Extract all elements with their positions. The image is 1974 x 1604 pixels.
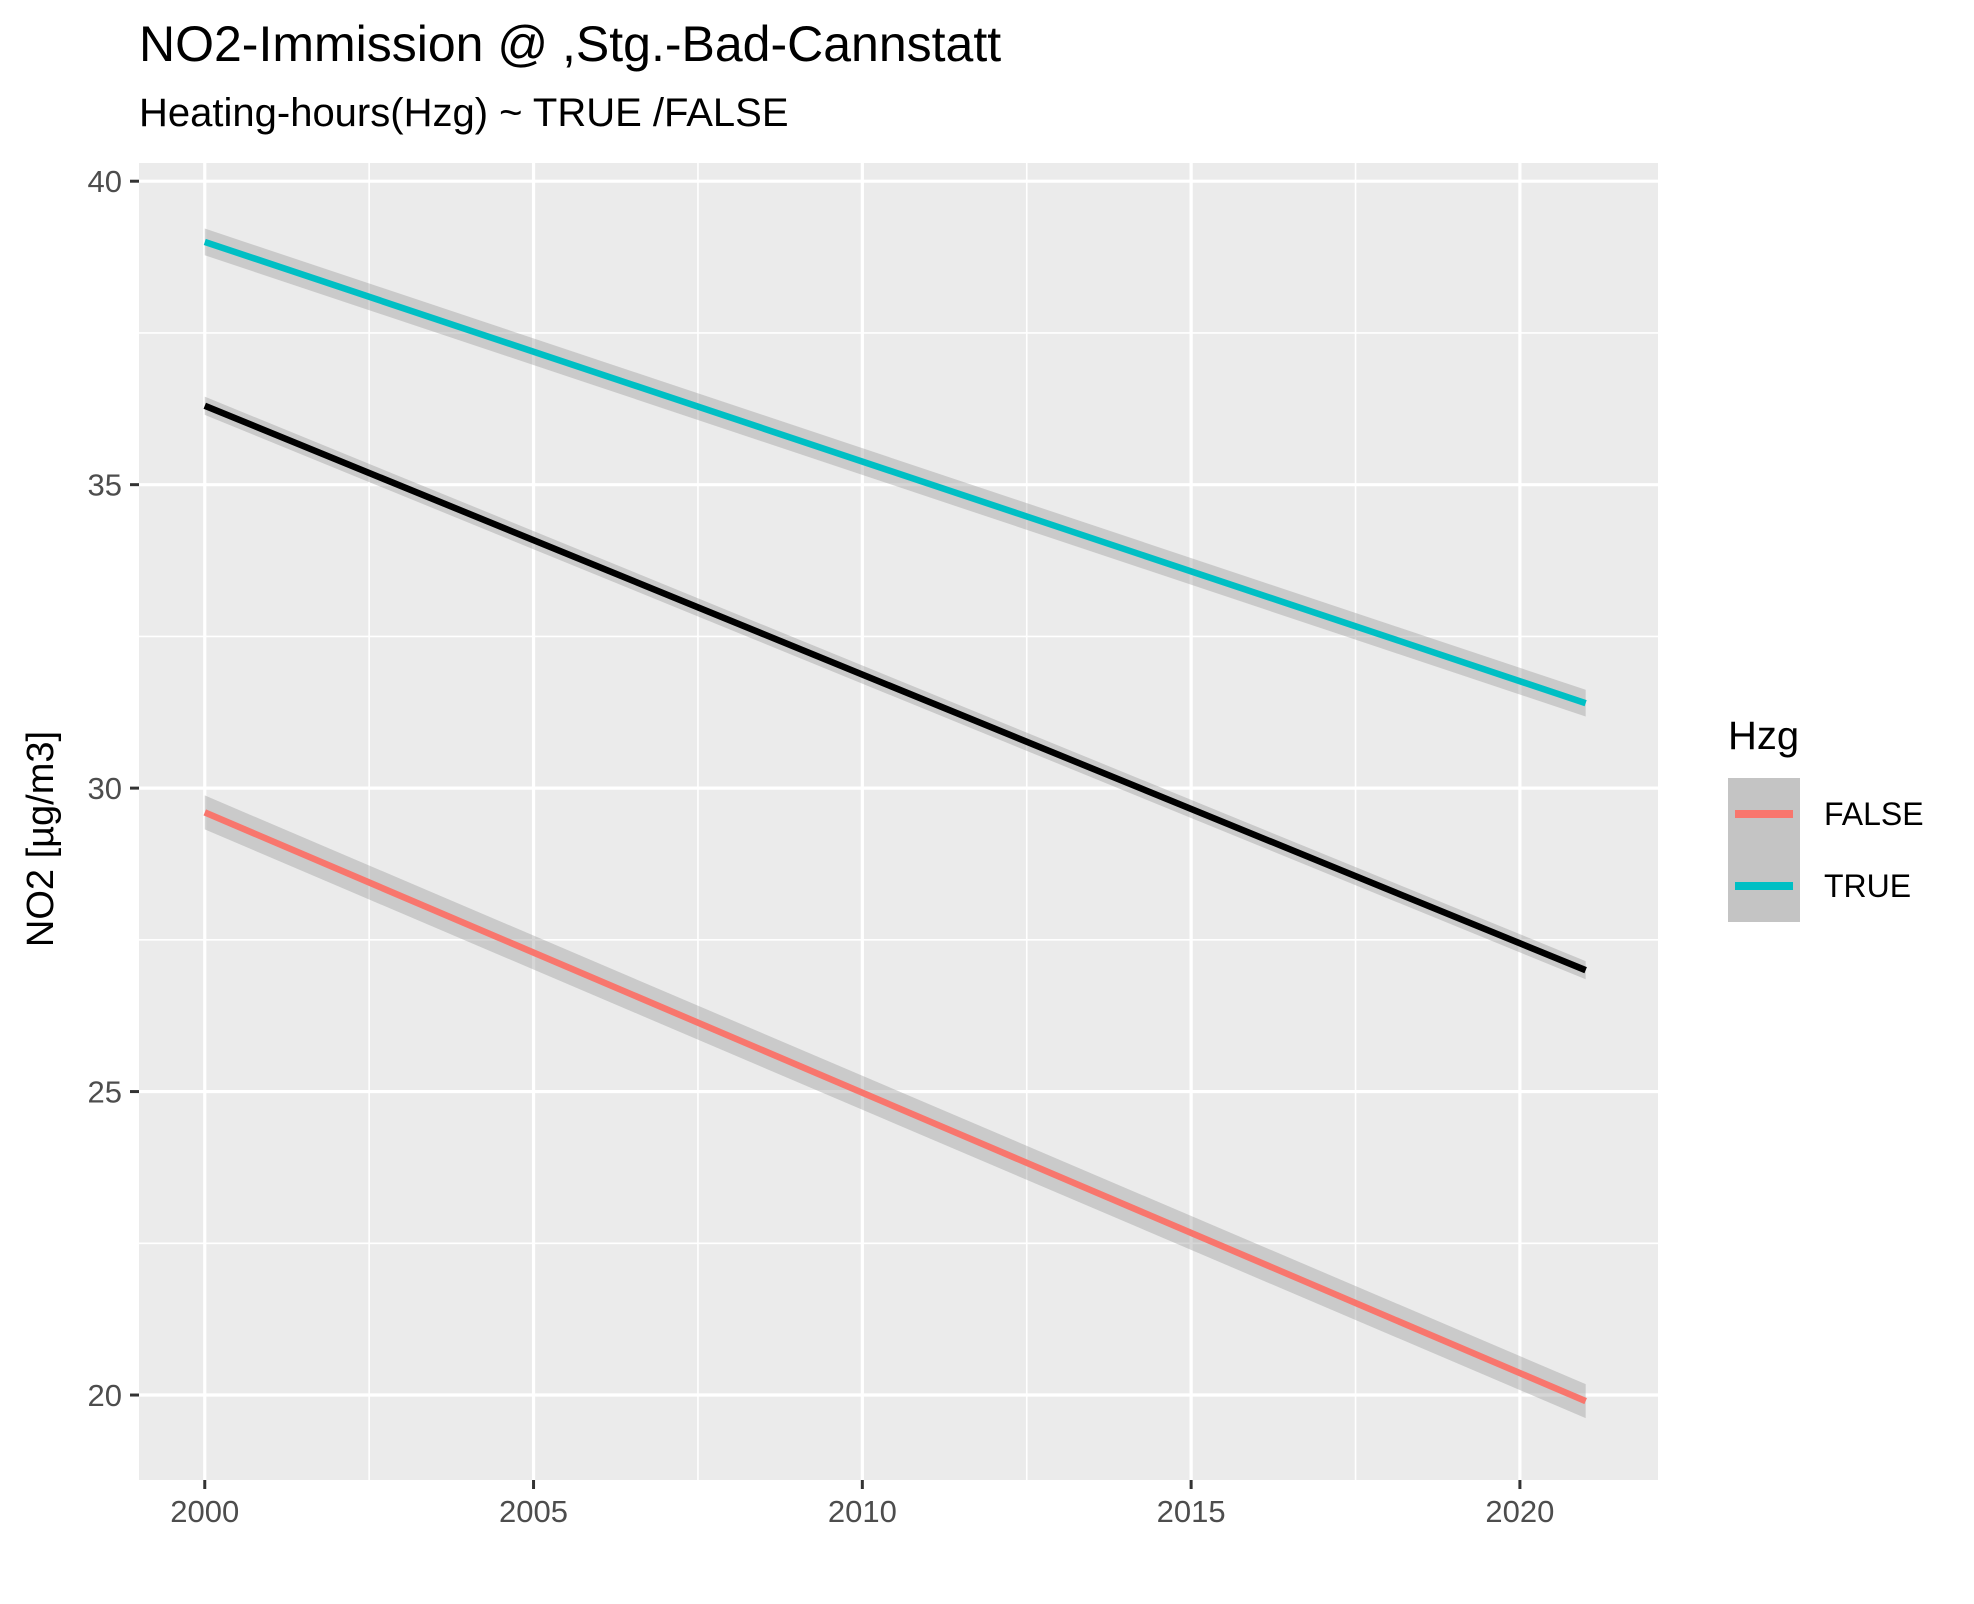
y-axis-label: NO2 [µg/m3]: [20, 731, 62, 947]
x-tick-label: 2015: [1157, 1494, 1226, 1529]
chart-title: NO2-Immission @ ,Stg.-Bad-Cannstatt: [139, 16, 1002, 72]
series-layer: [203, 228, 1587, 1419]
legend-label-true: TRUE: [1824, 868, 1912, 904]
legend-swatch-true: [1735, 882, 1793, 890]
plot-panel: [139, 163, 1658, 1480]
legend-title: Hzg: [1728, 714, 1800, 758]
legend: Hzg FALSE TRUE: [1728, 712, 1924, 922]
x-tick-label: 2000: [170, 1494, 239, 1529]
y-tick-label: 20: [88, 1378, 122, 1413]
legend-swatch-false: [1735, 810, 1793, 818]
y-tick-label: 30: [88, 771, 122, 806]
x-tick-label: 2010: [828, 1494, 897, 1529]
series-line-2: [203, 402, 1587, 974]
series-line-1: [203, 238, 1587, 707]
y-tick-label: 40: [88, 164, 122, 199]
chart-subtitle: Heating-hours(Hzg) ~ TRUE /FALSE: [139, 91, 789, 135]
legend-key-true: [1728, 850, 1800, 922]
y-tick-label: 35: [88, 468, 122, 503]
legend-label-false: FALSE: [1824, 796, 1924, 832]
x-tick-label: 2020: [1485, 1494, 1554, 1529]
legend-item-true: TRUE: [1728, 850, 1911, 922]
legend-key-false: [1728, 778, 1800, 850]
panel-background: [139, 163, 1658, 1480]
series-line-0: [203, 809, 1587, 1405]
grid-lines: [139, 163, 1658, 1480]
y-tick-label: 25: [88, 1075, 122, 1110]
legend-item-false: FALSE: [1728, 778, 1924, 850]
x-tick-label: 2005: [499, 1494, 568, 1529]
